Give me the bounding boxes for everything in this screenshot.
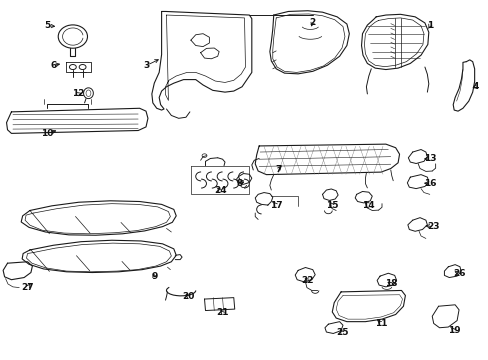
Text: 19: 19: [447, 326, 460, 335]
Text: 5: 5: [44, 21, 50, 30]
Text: 9: 9: [151, 272, 157, 281]
Text: 21: 21: [216, 308, 228, 317]
Text: 23: 23: [427, 222, 439, 231]
Text: 2: 2: [309, 18, 315, 27]
Text: 15: 15: [325, 201, 338, 210]
Text: 13: 13: [423, 154, 435, 163]
Text: 16: 16: [423, 179, 435, 188]
Text: 22: 22: [301, 276, 313, 285]
Text: 17: 17: [269, 201, 282, 210]
Text: 1: 1: [426, 21, 432, 30]
Text: 14: 14: [362, 201, 374, 210]
Text: 4: 4: [472, 82, 478, 91]
Text: 25: 25: [335, 328, 347, 337]
Text: 3: 3: [143, 61, 150, 70]
Text: 26: 26: [452, 269, 465, 278]
Text: 27: 27: [21, 283, 34, 292]
Text: 20: 20: [182, 292, 194, 301]
Text: 11: 11: [374, 319, 386, 328]
Text: 18: 18: [384, 279, 396, 288]
Text: 7: 7: [275, 165, 281, 174]
Text: 8: 8: [236, 179, 242, 188]
Text: 6: 6: [50, 61, 57, 70]
Text: 24: 24: [213, 186, 226, 195]
Text: 10: 10: [41, 129, 53, 138]
Text: 12: 12: [72, 89, 85, 98]
